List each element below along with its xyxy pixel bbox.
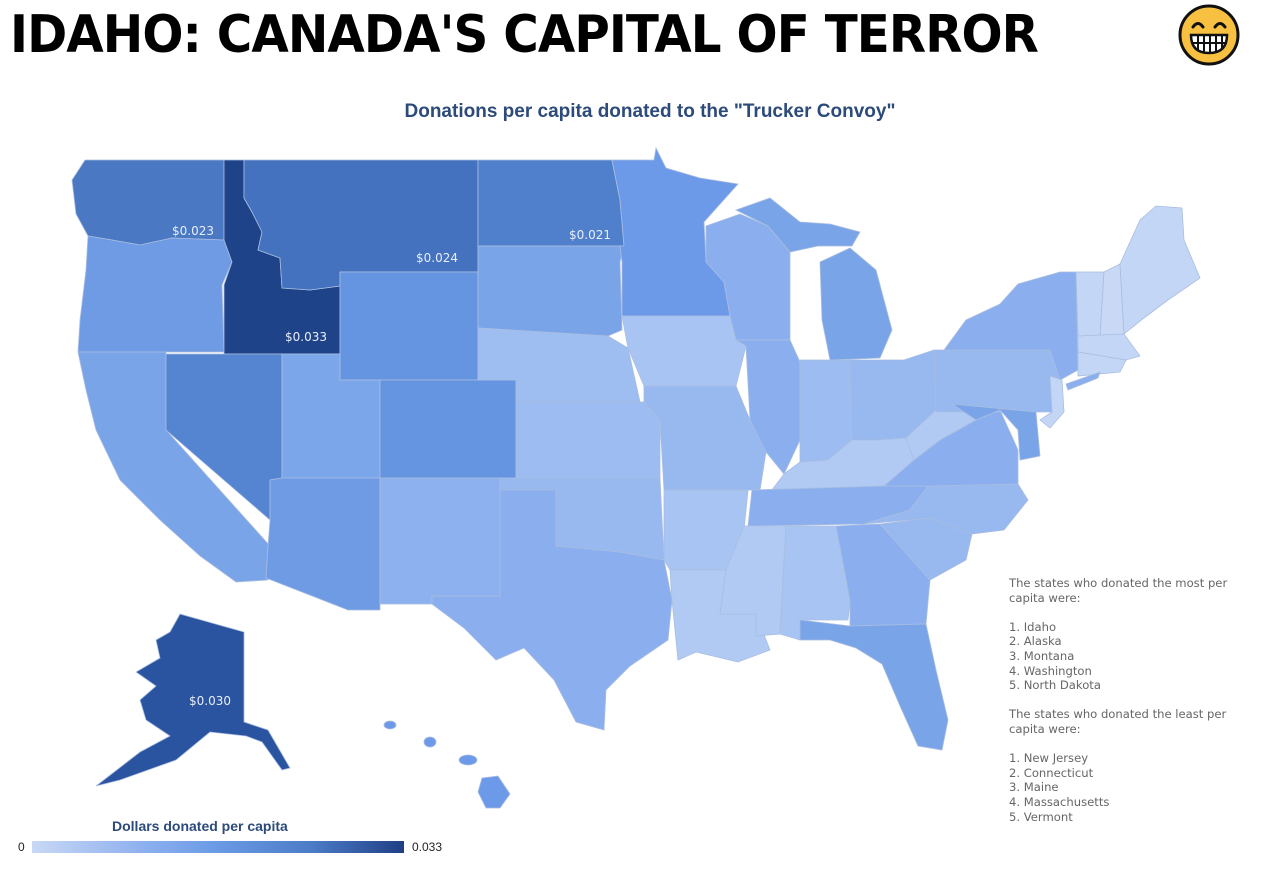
state-michigan[interactable] [819, 247, 893, 361]
map-title: Donations per capita donated to the "Tru… [404, 101, 896, 122]
legend-title: Dollars donated per capita [112, 818, 288, 834]
state-south-dakota[interactable] [477, 245, 625, 337]
state-massachusetts[interactable] [1077, 333, 1141, 361]
headline: IDAHO: CANADA'S CAPITAL OF TERROR [10, 5, 1039, 65]
state-colorado[interactable] [379, 379, 517, 479]
state-long-island[interactable] [1065, 371, 1101, 391]
state-hawaii-kauai[interactable] [383, 720, 397, 730]
grinning-face-emoji-icon [1178, 4, 1240, 66]
state-texas[interactable] [431, 489, 673, 731]
state-new-jersey[interactable] [1039, 375, 1065, 429]
state-oregon[interactable] [77, 235, 233, 353]
label-montana: $0.024 [416, 251, 458, 265]
least-item: 5. Vermont [1009, 809, 1073, 824]
legend-min-label: 0 [18, 840, 25, 854]
most-item: 3. Montana [1009, 648, 1075, 663]
state-maryland-delaware[interactable] [951, 403, 1041, 461]
least-heading: The states who donated the least per cap… [1009, 707, 1227, 736]
state-maine[interactable] [1119, 205, 1201, 335]
least-item: 2. Connecticut [1009, 765, 1094, 780]
state-kansas[interactable] [515, 401, 661, 479]
legend-color-scale [32, 841, 404, 853]
state-arizona[interactable] [265, 477, 381, 611]
state-michigan-up[interactable] [734, 197, 861, 253]
state-connecticut-ri[interactable] [1077, 351, 1127, 377]
least-item: 1. New Jersey [1009, 751, 1089, 766]
label-washington: $0.023 [172, 224, 214, 238]
label-alaska: $0.030 [189, 694, 231, 708]
state-vermont[interactable] [1075, 271, 1105, 337]
least-list: 1. New Jersey 2. Connecticut 3. Maine 4.… [1009, 751, 1259, 824]
most-item: 1. Idaho [1009, 619, 1057, 634]
state-hawaii-oahu[interactable] [423, 736, 437, 748]
most-item: 2. Alaska [1009, 634, 1062, 649]
state-new-mexico[interactable] [379, 477, 501, 605]
label-idaho: $0.033 [285, 330, 327, 344]
state-hawaii[interactable] [477, 775, 511, 809]
state-iowa[interactable] [621, 315, 747, 387]
least-item: 3. Maine [1009, 780, 1059, 795]
state-wyoming[interactable] [339, 271, 479, 381]
most-heading: The states who donated the most per capi… [1009, 576, 1228, 605]
state-pennsylvania[interactable] [933, 349, 1061, 413]
most-item: 5. North Dakota [1009, 678, 1101, 693]
state-alaska[interactable] [95, 613, 291, 787]
state-missouri[interactable] [643, 385, 767, 491]
state-new-york[interactable] [943, 271, 1079, 381]
label-north-dakota: $0.021 [569, 228, 611, 242]
state-florida[interactable] [799, 619, 949, 751]
least-item: 4. Massachusetts [1009, 794, 1110, 809]
state-hawaii-maui[interactable] [458, 754, 478, 766]
legend-max-label: 0.033 [412, 840, 443, 854]
most-list: 1. Idaho 2. Alaska 3. Montana 4. Washing… [1009, 620, 1259, 693]
ranking-notes: The states who donated the most per capi… [1009, 576, 1259, 824]
most-item: 4. Washington [1009, 663, 1092, 678]
